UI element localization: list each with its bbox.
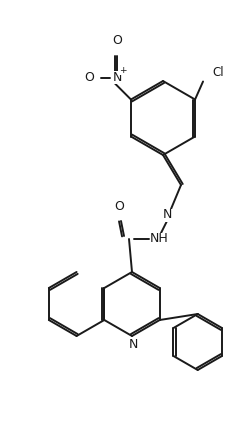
Text: +: + <box>119 66 127 75</box>
Text: N: N <box>112 71 122 84</box>
Text: ⁻: ⁻ <box>86 72 91 82</box>
Text: N: N <box>162 208 172 221</box>
Text: N: N <box>128 338 138 351</box>
Text: Cl: Cl <box>212 66 224 79</box>
Text: O: O <box>112 34 122 47</box>
Text: O: O <box>114 200 124 213</box>
Text: O: O <box>84 71 94 84</box>
Text: NH: NH <box>150 233 169 246</box>
